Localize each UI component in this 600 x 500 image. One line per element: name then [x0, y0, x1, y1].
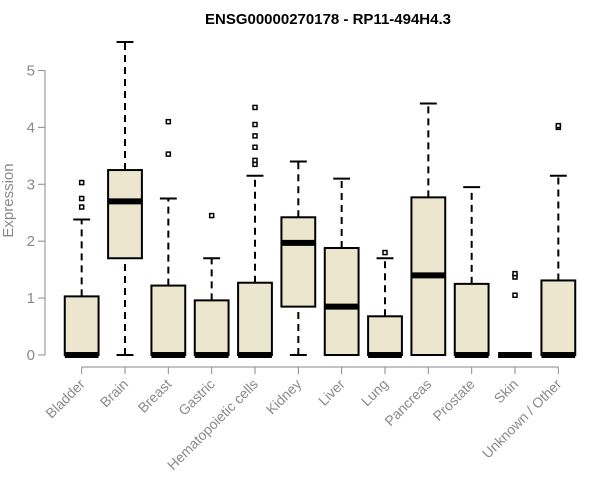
outlier-point — [512, 292, 518, 298]
box-pancreas — [410, 102, 447, 356]
outlier-point — [78, 195, 85, 202]
box-unknown-other — [540, 122, 577, 358]
iqr-box — [323, 247, 360, 356]
box-hematopoietic-cells — [237, 104, 273, 358]
x-tick-label: Brain — [97, 376, 131, 410]
x-tick-label: Pancreas — [381, 376, 434, 429]
x-tick-label: Kidney — [263, 376, 305, 418]
outlier-point — [512, 270, 518, 277]
y-tick-label: 1 — [27, 290, 35, 307]
outlier-point — [78, 204, 85, 210]
y-tick-label: 4 — [27, 119, 35, 136]
iqr-box — [150, 284, 187, 357]
chart-title: ENSG00000270178 - RP11-494H4.3 — [205, 11, 451, 28]
box-brain — [107, 41, 143, 356]
x-tick-label: Bladder — [42, 376, 88, 422]
x-tick-label: Gastric — [175, 376, 218, 419]
outlier-point — [78, 179, 85, 186]
y-tick-label: 5 — [27, 62, 35, 79]
iqr-box — [367, 315, 403, 356]
iqr-box — [193, 299, 230, 357]
box-prostate — [453, 186, 490, 358]
x-tick-label: Lung — [358, 376, 391, 409]
iqr-box — [107, 169, 143, 260]
y-axis-label: Expression — [0, 163, 17, 237]
box-skin — [498, 270, 532, 358]
x-tick-label: Prostate — [430, 376, 478, 424]
box-lung — [367, 249, 403, 358]
box-bladder — [63, 179, 100, 358]
box-liver — [323, 177, 360, 356]
iqr-box — [540, 279, 577, 357]
y-axis: 0 1 2 3 4 5 — [27, 62, 46, 364]
outlier-point — [165, 151, 172, 157]
box-kidney — [280, 160, 317, 356]
iqr-box — [63, 295, 100, 356]
x-tick-label: Skin — [491, 376, 522, 407]
outlier-point — [555, 122, 562, 129]
box-gastric — [193, 212, 230, 358]
y-tick-label: 3 — [27, 176, 35, 193]
x-tick-label: Breast — [135, 376, 175, 416]
outlier-point — [252, 121, 258, 128]
y-tick-label: 0 — [27, 347, 35, 364]
iqr-box — [453, 282, 490, 357]
iqr-box — [280, 216, 317, 308]
outlier-point — [252, 157, 258, 164]
outlier-point — [252, 133, 258, 139]
box-group — [63, 41, 577, 358]
outlier-point — [252, 144, 258, 151]
outlier-point — [252, 104, 258, 111]
box-breast — [150, 118, 187, 358]
x-tick-label: Liver — [315, 376, 348, 409]
outlier-point — [165, 118, 172, 125]
outlier-point — [208, 212, 215, 219]
x-tick-label: Unknown / Other — [479, 376, 565, 462]
y-tick-label: 2 — [27, 233, 35, 250]
iqr-box — [237, 281, 273, 357]
outlier-point — [382, 249, 388, 256]
